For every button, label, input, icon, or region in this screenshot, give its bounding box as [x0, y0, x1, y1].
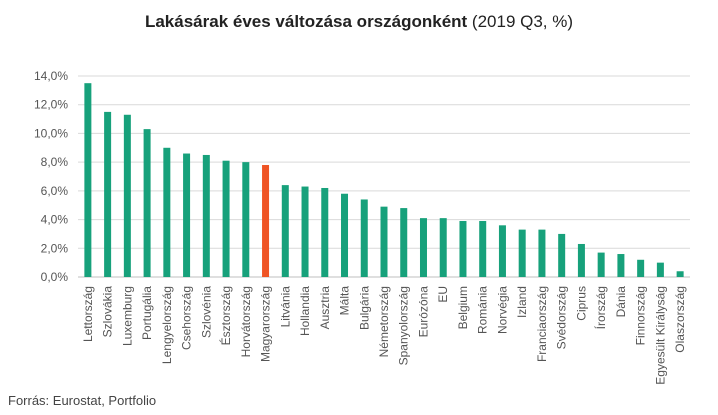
source-note: Forrás: Eurostat, Portfolio: [8, 393, 157, 408]
bar: [459, 221, 467, 277]
bar: [123, 114, 131, 277]
x-tick-label: Lengyelország: [160, 286, 174, 364]
x-tick-label: Málta: [338, 286, 352, 316]
x-tick-label: Lettország: [81, 286, 95, 342]
y-tick-label: 14,0%: [34, 69, 68, 83]
x-tick-label: Egyesült Királyság: [653, 286, 667, 385]
x-tick-label: Olaszország: [673, 286, 687, 353]
bar: [538, 229, 546, 277]
x-tick-label: Ciprus: [574, 286, 588, 321]
bar: [202, 154, 210, 277]
chart-title: Lakásárak éves változása országonként (2…: [0, 12, 718, 32]
bar: [84, 83, 92, 277]
x-tick-label: Spanyolország: [397, 286, 411, 365]
y-tick-label: 4,0%: [41, 213, 69, 227]
bar: [656, 262, 664, 277]
bar: [281, 185, 289, 277]
y-tick-label: 6,0%: [41, 184, 69, 198]
bar: [637, 259, 645, 277]
x-tick-label: Románia: [476, 286, 490, 334]
bar: [479, 221, 487, 277]
x-tick-label: EU: [436, 286, 450, 303]
bar: [222, 160, 230, 277]
bar: [360, 199, 368, 277]
x-tick-label: Portugália: [140, 286, 154, 340]
x-tick-label: Finnország: [634, 286, 648, 345]
bar: [262, 165, 270, 277]
x-tick-label: Írország: [593, 286, 608, 329]
x-tick-label: Litvánia: [278, 286, 292, 328]
bar: [242, 162, 250, 277]
bar: [104, 111, 112, 278]
x-tick-label: Horvátország: [239, 286, 253, 357]
y-tick-label: 12,0%: [34, 98, 68, 112]
chart-title-normal: (2019 Q3, %): [467, 12, 574, 31]
x-tick-label: Svédország: [555, 286, 569, 349]
bar: [301, 186, 309, 277]
bar: [498, 225, 506, 277]
y-tick-label: 2,0%: [41, 241, 69, 255]
bar: [341, 193, 349, 277]
bar: [143, 129, 151, 277]
x-tick-label: Németország: [377, 286, 391, 357]
x-tick-label: Norvégia: [495, 286, 509, 334]
x-tick-label: Szlovákia: [101, 286, 115, 338]
bar: [380, 206, 388, 277]
x-tick-label: Eurózóna: [416, 286, 430, 338]
x-tick-label: Belgium: [456, 286, 470, 329]
bar: [617, 254, 625, 277]
bar: [400, 208, 408, 277]
bar: [439, 218, 447, 277]
x-tick-label: Luxemburg: [120, 286, 134, 346]
chart-title-bold: Lakásárak éves változása országonként: [144, 12, 468, 31]
x-tick-label: Magyarország: [259, 286, 273, 362]
x-tick-label: Dánia: [614, 286, 628, 318]
x-tick-label: Csehország: [180, 286, 194, 350]
x-tick-label: Ausztria: [318, 286, 332, 330]
x-tick-label: Szlovénia: [199, 286, 213, 338]
bar: [597, 252, 605, 277]
x-tick-label: Hollandia: [298, 286, 312, 336]
bar: [183, 153, 191, 277]
x-tick-label: Bulgária: [357, 286, 371, 330]
x-tick-label: Észtország: [218, 286, 233, 345]
bar: [419, 218, 427, 277]
bar: [577, 243, 585, 277]
x-tick-label: Izland: [515, 286, 529, 318]
bar: [321, 187, 329, 277]
y-tick-label: 10,0%: [34, 126, 68, 140]
y-tick-label: 0,0%: [41, 270, 69, 284]
x-tick-label: Franciaország: [535, 286, 549, 362]
bar: [676, 271, 684, 277]
bar: [558, 233, 566, 277]
bar: [518, 229, 526, 277]
bar: [163, 147, 171, 277]
y-tick-label: 8,0%: [41, 155, 69, 169]
